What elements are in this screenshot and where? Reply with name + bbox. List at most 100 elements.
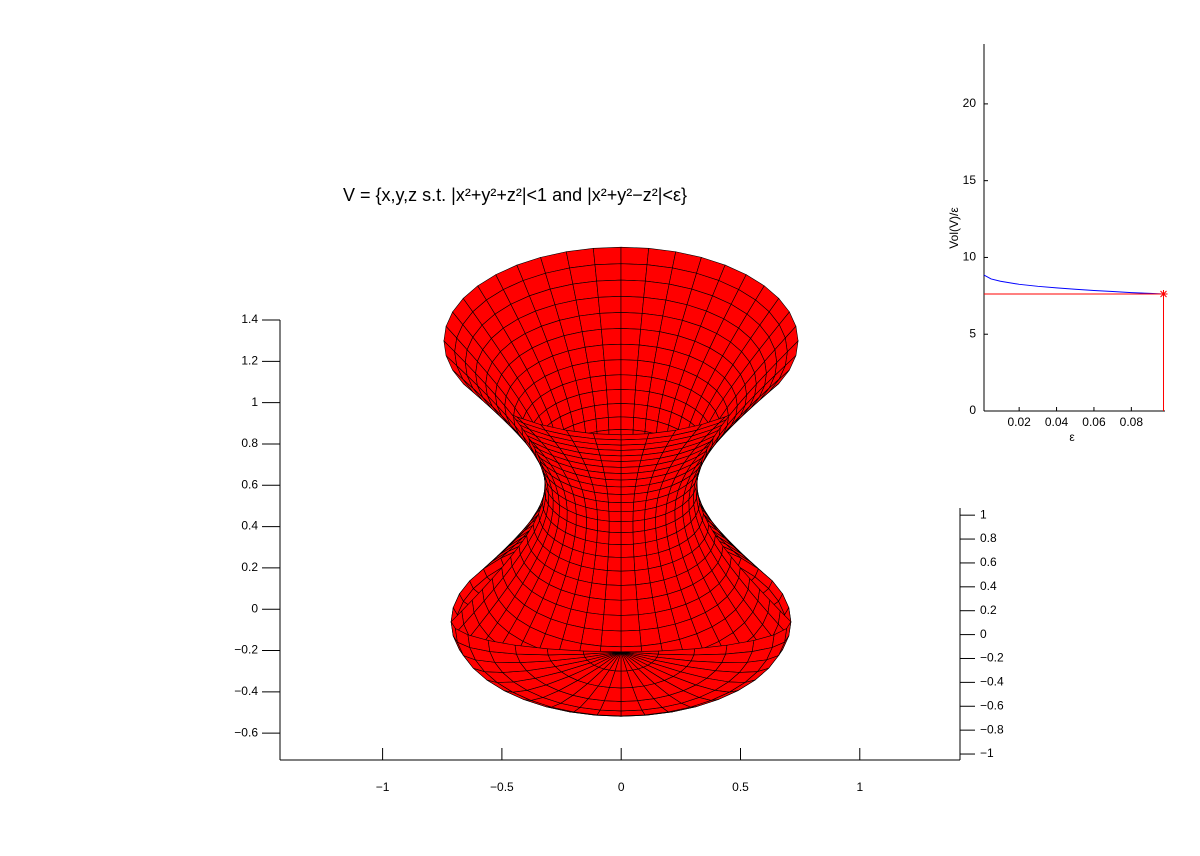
surface-patch	[591, 568, 608, 586]
surface-patch	[620, 466, 640, 474]
surface-patch	[620, 328, 641, 346]
surface-patch	[635, 582, 653, 600]
surface-patch	[603, 599, 622, 616]
surface-patch	[636, 360, 655, 378]
x-axis-label: ε	[1069, 430, 1075, 444]
surface-patch	[608, 510, 622, 523]
surface-patch	[640, 313, 664, 333]
surface-patch	[620, 531, 634, 545]
surface-patch	[620, 359, 639, 376]
chart-title: V = {x,y,z s.t. |x²+y²+z²|<1 and |x²+y²−…	[343, 185, 687, 205]
y-tick-label: 0.4	[241, 519, 258, 533]
surface-patch	[608, 416, 622, 431]
y2-tick-label: 0.8	[980, 531, 997, 545]
y-tick-label: 1.2	[241, 353, 258, 367]
surface-patch	[620, 501, 634, 513]
surface-patch	[575, 296, 601, 317]
surface-patch	[596, 279, 622, 298]
surface-patch	[620, 614, 640, 632]
surface-patch	[593, 555, 609, 571]
surface-patch	[580, 627, 603, 647]
surface-patch	[632, 530, 646, 545]
surface-patch	[620, 279, 646, 298]
x-tick-label: 0.04	[1045, 415, 1069, 429]
y-tick-label: 1	[251, 395, 258, 409]
surface-patch	[572, 280, 599, 301]
surface-patch	[581, 328, 604, 348]
y-tick-label: 0.8	[241, 436, 258, 450]
surface-patch	[605, 570, 622, 586]
y-tick-label: 0.2	[241, 560, 258, 574]
y-tick-label: 10	[963, 250, 977, 264]
surface-patch	[620, 343, 640, 361]
y-tick-label: −0.4	[234, 684, 258, 698]
x-tick-label: 1	[856, 780, 863, 794]
y2-tick-label: 0	[980, 627, 987, 641]
surface-patch	[597, 296, 622, 314]
y2-tick-label: −0.4	[980, 675, 1004, 689]
surface-patch	[569, 264, 597, 285]
y2-tick-label: 0.2	[980, 603, 997, 617]
surface-patch	[595, 417, 610, 432]
x-tick-label: 0.5	[732, 780, 749, 794]
surface-patch	[589, 582, 607, 600]
surface-patch	[634, 389, 650, 407]
surface-patch	[586, 597, 606, 616]
surface-patch	[602, 343, 622, 361]
surface-patch	[594, 403, 609, 420]
surface-patch	[594, 263, 622, 282]
surface-patch	[645, 264, 673, 285]
surface-patch	[638, 328, 661, 348]
surface-patch	[637, 612, 659, 631]
surface-patch	[620, 312, 643, 330]
surface-patch	[601, 328, 622, 346]
surface-patch	[632, 519, 645, 533]
surface-patch	[635, 375, 653, 393]
surface-patch	[636, 597, 656, 616]
surface-patch	[602, 614, 622, 632]
surface-patch	[620, 543, 635, 558]
surface-patch	[608, 520, 622, 534]
surface-patch	[606, 556, 622, 572]
surface-patch	[602, 466, 622, 474]
surface-patch	[632, 509, 646, 522]
y2-tick-label: 1	[980, 507, 987, 521]
y2-tick-label: 0.6	[980, 555, 997, 569]
y-tick-label: −0.2	[234, 643, 258, 657]
surface-patch	[592, 389, 608, 407]
y-tick-label: 20	[963, 96, 977, 110]
x-tick-label: −0.5	[490, 780, 514, 794]
surface-patch	[620, 246, 650, 266]
surface-patch	[578, 313, 602, 333]
surface-patch	[633, 555, 649, 571]
surface-patch	[620, 263, 648, 282]
surface-patch	[634, 568, 651, 586]
surface-patch	[620, 584, 638, 601]
y2-tick-label: −0.6	[980, 698, 1004, 712]
y-tick-label: −0.6	[234, 725, 258, 739]
surface-patch	[620, 472, 639, 481]
surface-patch	[605, 374, 622, 391]
surface-patch	[603, 359, 622, 376]
surface-patch	[608, 531, 622, 545]
guide-line	[984, 293, 1165, 411]
marker	[1159, 289, 1168, 298]
surface-patch	[608, 501, 622, 513]
series-line	[983, 274, 1164, 295]
surface-patch	[596, 509, 610, 522]
surface-patch	[620, 520, 634, 534]
y-tick-label: 15	[963, 173, 977, 187]
surface-patch	[620, 416, 634, 431]
surface-patch	[620, 296, 645, 314]
surface-patch	[620, 510, 634, 523]
surface-patch	[620, 389, 636, 405]
x-tick-label: 0	[618, 780, 625, 794]
surface-patch	[620, 403, 635, 418]
y-tick-label: 1.4	[241, 312, 258, 326]
y-tick-label: 5	[969, 326, 976, 340]
surface-patch	[582, 650, 622, 655]
x-tick-label: −1	[376, 780, 390, 794]
surface-patch	[633, 403, 648, 420]
surface-patch	[620, 374, 637, 391]
